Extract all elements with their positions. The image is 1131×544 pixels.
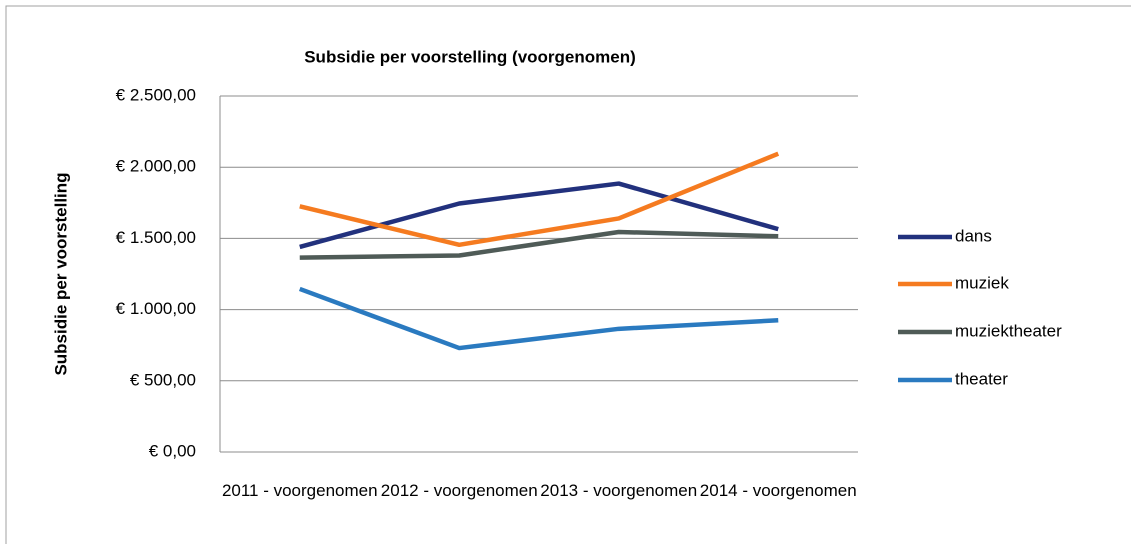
chart-title: Subsidie per voorstelling (voorgenomen)	[304, 47, 636, 66]
y-tick-label: € 500,00	[130, 370, 196, 389]
legend-label: theater	[955, 369, 1008, 388]
chart-border	[5, 5, 1131, 544]
legend-label: muziek	[955, 273, 1009, 292]
legend-label: dans	[955, 226, 992, 245]
x-tick-label: 2014 - voorgenomen	[699, 481, 857, 500]
y-tick-label: € 1.500,00	[116, 228, 196, 247]
y-tick-label: € 1.000,00	[116, 299, 196, 318]
x-tick-label: 2013 - voorgenomen	[540, 481, 698, 500]
line-series	[299, 151, 780, 248]
legend-label: muziektheater	[955, 321, 1062, 340]
line-series	[299, 229, 779, 260]
line-series	[299, 181, 779, 250]
y-tick-label: € 2.000,00	[116, 157, 196, 176]
x-tick-label: 2012 - voorgenomen	[380, 481, 538, 500]
y-tick-label: € 2.500,00	[116, 85, 196, 104]
y-axis-label: Subsidie per voorstelling	[51, 172, 70, 375]
x-tick-label: 2011 - voorgenomen	[221, 481, 378, 500]
y-tick-label: € 0,00	[149, 441, 196, 460]
line-series	[298, 286, 779, 351]
